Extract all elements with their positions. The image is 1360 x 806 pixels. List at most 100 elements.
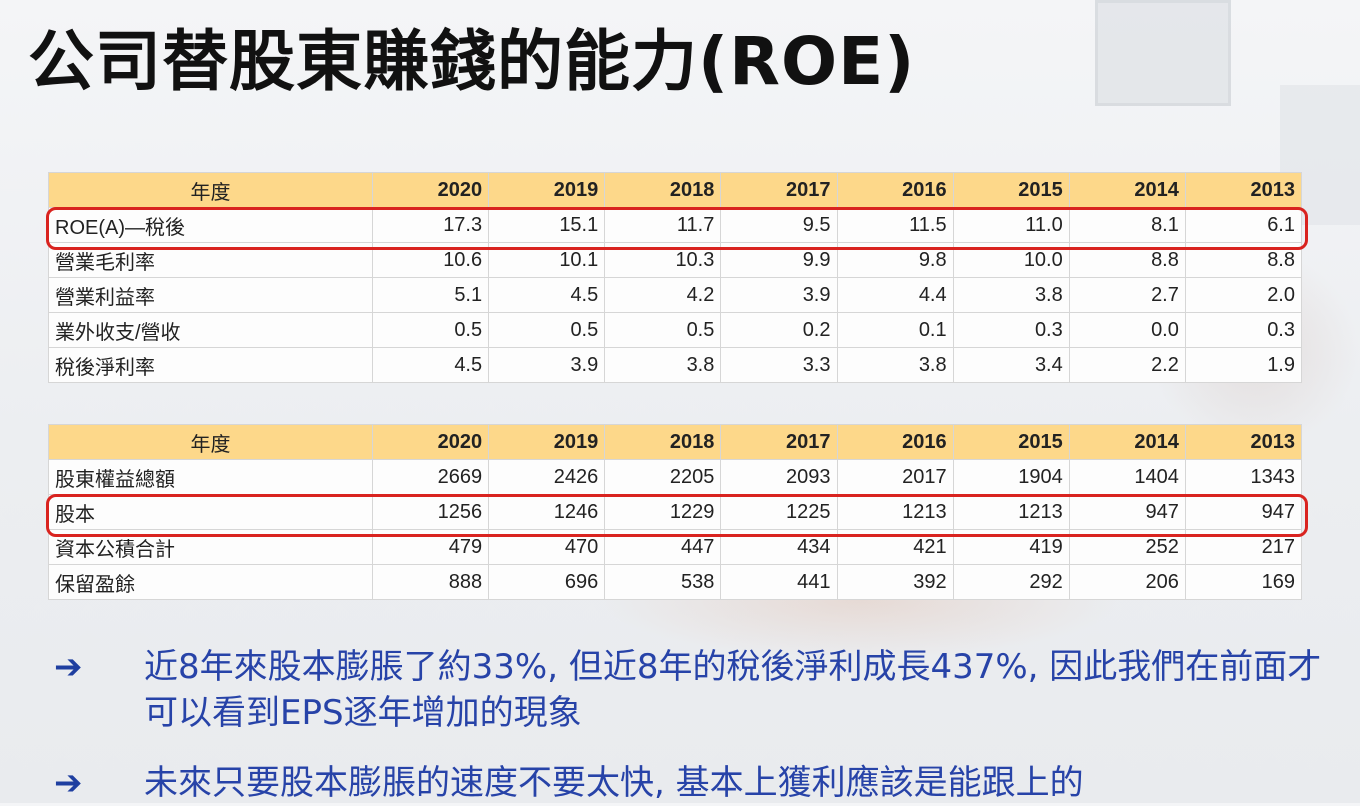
header-cell: 2019 bbox=[488, 172, 606, 208]
header-cell: 年度 bbox=[48, 172, 373, 208]
row-label: 營業毛利率 bbox=[48, 242, 373, 278]
table-cell: 696 bbox=[488, 564, 606, 600]
background-document-graphic bbox=[1095, 0, 1231, 106]
table-cell: 441 bbox=[720, 564, 838, 600]
header-cell: 年度 bbox=[48, 424, 373, 460]
header-cell: 2013 bbox=[1184, 424, 1303, 460]
bullet-point: ➔ 近8年來股本膨脹了約33%, 但近8年的稅後淨利成長437%, 因此我們在前… bbox=[54, 644, 1354, 736]
table-cell: 2426 bbox=[488, 459, 606, 495]
table-row: 營業利益率 5.1 4.5 4.2 3.9 4.4 3.8 2.7 2.0 bbox=[48, 277, 1303, 313]
header-cell: 2016 bbox=[836, 172, 954, 208]
header-cell: 2017 bbox=[720, 172, 838, 208]
table-cell: 2.0 bbox=[1184, 277, 1303, 313]
table-cell: 0.5 bbox=[371, 312, 490, 348]
header-cell: 2014 bbox=[1068, 172, 1186, 208]
table-cell: 9.8 bbox=[836, 242, 954, 278]
slide-title: 公司替股東賺錢的能力(ROE) bbox=[28, 23, 916, 100]
table-cell: 3.4 bbox=[952, 347, 1070, 383]
table-cell: 2093 bbox=[720, 459, 838, 495]
table-cell: 0.0 bbox=[1068, 312, 1186, 348]
table-cell: 888 bbox=[371, 564, 490, 600]
table-cell: 479 bbox=[371, 529, 490, 565]
row-label: 稅後淨利率 bbox=[48, 347, 373, 383]
arrow-icon: ➔ bbox=[54, 763, 83, 803]
table-cell: 2017 bbox=[836, 459, 954, 495]
table-row: 股本 1256 1246 1229 1225 1213 1213 947 947 bbox=[48, 494, 1303, 530]
table-row: 股東權益總額 2669 2426 2205 2093 2017 1904 140… bbox=[48, 459, 1303, 495]
table-cell: 434 bbox=[720, 529, 838, 565]
bullet-text: 未來只要股本膨脹的速度不要太快, 基本上獲利應該是能跟上的 bbox=[144, 763, 1084, 803]
table-cell: 6.1 bbox=[1184, 207, 1303, 243]
table-cell: 252 bbox=[1068, 529, 1186, 565]
header-cell: 2015 bbox=[952, 172, 1070, 208]
header-cell: 2015 bbox=[952, 424, 1070, 460]
table-cell: 15.1 bbox=[488, 207, 606, 243]
row-label: 股東權益總額 bbox=[48, 459, 373, 495]
row-label: 股本 bbox=[48, 494, 373, 530]
table-cell: 3.9 bbox=[720, 277, 838, 313]
bullet-text: 近8年來股本膨脹了約33%, 但近8年的稅後淨利成長437%, 因此我們在前面才… bbox=[144, 647, 1322, 733]
header-cell: 2018 bbox=[604, 424, 722, 460]
table-cell: 11.5 bbox=[836, 207, 954, 243]
table-cell: 8.8 bbox=[1068, 242, 1186, 278]
table-cell: 206 bbox=[1068, 564, 1186, 600]
table-cell: 1225 bbox=[720, 494, 838, 530]
table-cell: 3.8 bbox=[952, 277, 1070, 313]
table-cell: 1246 bbox=[488, 494, 606, 530]
table-cell: 1256 bbox=[371, 494, 490, 530]
table-cell: 292 bbox=[952, 564, 1070, 600]
table-cell: 1904 bbox=[952, 459, 1070, 495]
table-cell: 3.9 bbox=[488, 347, 606, 383]
table-cell: 419 bbox=[952, 529, 1070, 565]
table-header-row: 年度 2020 2019 2018 2017 2016 2015 2014 20… bbox=[48, 172, 1303, 208]
bullet-point: ➔ 未來只要股本膨脹的速度不要太快, 基本上獲利應該是能跟上的 bbox=[54, 760, 1354, 806]
table-row: 營業毛利率 10.6 10.1 10.3 9.9 9.8 10.0 8.8 8.… bbox=[48, 242, 1303, 278]
arrow-icon: ➔ bbox=[54, 647, 83, 687]
table-cell: 9.5 bbox=[720, 207, 838, 243]
table-cell: 538 bbox=[604, 564, 722, 600]
table-cell: 10.1 bbox=[488, 242, 606, 278]
table-cell: 947 bbox=[1068, 494, 1186, 530]
table-cell: 8.1 bbox=[1068, 207, 1186, 243]
table-cell: 2.7 bbox=[1068, 277, 1186, 313]
profitability-ratio-table: 年度 2020 2019 2018 2017 2016 2015 2014 20… bbox=[48, 172, 1303, 383]
table-row: ROE(A)—稅後 17.3 15.1 11.7 9.5 11.5 11.0 8… bbox=[48, 207, 1303, 243]
table-cell: 2669 bbox=[371, 459, 490, 495]
table-cell: 470 bbox=[488, 529, 606, 565]
table-row: 資本公積合計 479 470 447 434 421 419 252 217 bbox=[48, 529, 1303, 565]
table-cell: 10.0 bbox=[952, 242, 1070, 278]
row-label: ROE(A)—稅後 bbox=[48, 207, 373, 243]
table-cell: 4.2 bbox=[604, 277, 722, 313]
table-cell: 2205 bbox=[604, 459, 722, 495]
row-label: 資本公積合計 bbox=[48, 529, 373, 565]
table-cell: 3.8 bbox=[604, 347, 722, 383]
table-cell: 8.8 bbox=[1184, 242, 1303, 278]
table-cell: 1.9 bbox=[1184, 347, 1303, 383]
table-cell: 17.3 bbox=[371, 207, 490, 243]
equity-capital-table: 年度 2020 2019 2018 2017 2016 2015 2014 20… bbox=[48, 424, 1303, 600]
header-cell: 2016 bbox=[836, 424, 954, 460]
table-cell: 0.5 bbox=[604, 312, 722, 348]
table-cell: 169 bbox=[1184, 564, 1303, 600]
table-cell: 0.3 bbox=[1184, 312, 1303, 348]
table-cell: 3.3 bbox=[720, 347, 838, 383]
table-cell: 447 bbox=[604, 529, 722, 565]
table-cell: 1213 bbox=[836, 494, 954, 530]
table-cell: 0.3 bbox=[952, 312, 1070, 348]
row-label: 業外收支/營收 bbox=[48, 312, 373, 348]
table-cell: 421 bbox=[836, 529, 954, 565]
table-cell: 10.6 bbox=[371, 242, 490, 278]
table-cell: 4.4 bbox=[836, 277, 954, 313]
table-cell: 9.9 bbox=[720, 242, 838, 278]
header-cell: 2013 bbox=[1184, 172, 1303, 208]
table-row: 稅後淨利率 4.5 3.9 3.8 3.3 3.8 3.4 2.2 1.9 bbox=[48, 347, 1303, 383]
header-cell: 2017 bbox=[720, 424, 838, 460]
table-cell: 3.8 bbox=[836, 347, 954, 383]
table-cell: 11.7 bbox=[604, 207, 722, 243]
table-cell: 1213 bbox=[952, 494, 1070, 530]
table-cell: 1229 bbox=[604, 494, 722, 530]
table-cell: 0.5 bbox=[488, 312, 606, 348]
table-cell: 1404 bbox=[1068, 459, 1186, 495]
table-cell: 10.3 bbox=[604, 242, 722, 278]
table-header-row: 年度 2020 2019 2018 2017 2016 2015 2014 20… bbox=[48, 424, 1303, 460]
